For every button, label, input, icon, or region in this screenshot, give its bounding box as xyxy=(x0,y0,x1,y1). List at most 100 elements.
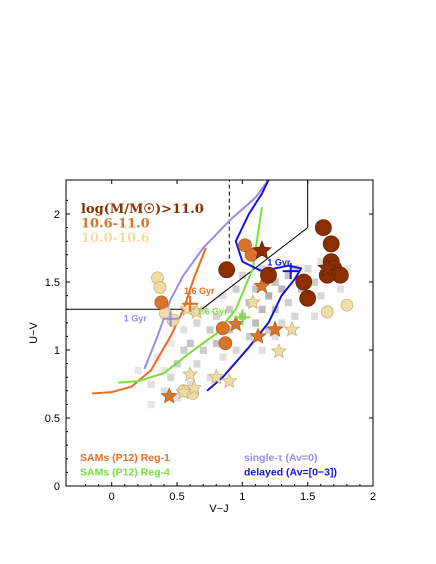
heatmap-cell xyxy=(271,333,279,341)
galaxy-star-low xyxy=(270,342,288,359)
age-label-2: 1 Gyr xyxy=(124,313,148,323)
heatmap-cell xyxy=(271,278,279,286)
heatmap-cell xyxy=(219,353,227,361)
heatmap-cell xyxy=(173,394,181,402)
track-line-1 xyxy=(118,207,263,384)
galaxy-star-low xyxy=(185,379,203,395)
legend-right-1: delayed (Av=[0−3]) xyxy=(244,467,337,479)
heatmap-cell xyxy=(258,346,266,354)
heatmap-cell xyxy=(258,265,266,273)
y-tick-label: 2 xyxy=(54,209,60,221)
galaxy-star-low xyxy=(179,300,196,317)
galaxy-point-high xyxy=(314,219,332,237)
mass-legend-1: 10.6-11.0 xyxy=(81,217,150,232)
legend-right-0: single-τ (Av=0) xyxy=(244,452,317,464)
heatmap-cell xyxy=(160,367,168,375)
galaxy-star-low xyxy=(283,321,301,337)
x-tick-label: 2 xyxy=(370,491,376,503)
age-label-3: 1 Gyr xyxy=(267,258,291,268)
x-tick-label: 0 xyxy=(109,491,115,503)
age-label-1: 1.6 Gyr xyxy=(197,307,228,317)
heatmap-cell xyxy=(206,373,214,382)
galaxy-star-low xyxy=(175,383,192,400)
galaxy-star-high xyxy=(251,240,272,260)
galaxy-point-low xyxy=(340,298,354,312)
track-line-0 xyxy=(92,247,207,395)
heatmap-cell xyxy=(186,339,194,348)
heatmap-cell xyxy=(226,326,234,334)
galaxy-point-high xyxy=(322,235,340,253)
galaxy-point-high xyxy=(260,266,277,284)
age-annotations: 1.6 Gyr 1.6 Gyr 1 Gyr 1 Gyr xyxy=(124,258,291,324)
heatmap-cell xyxy=(160,387,168,395)
heatmap-cell xyxy=(212,339,220,348)
heatmap-cell xyxy=(310,278,318,286)
galaxy-point-low xyxy=(320,305,334,319)
heatmap-cell xyxy=(206,326,214,334)
galaxy-point-mid xyxy=(218,336,233,351)
galaxy-star-low xyxy=(181,365,199,382)
heatmap-cell xyxy=(232,346,240,354)
heatmap-cell xyxy=(147,401,155,409)
galaxy-star-high xyxy=(317,257,338,277)
galaxy-point-high xyxy=(299,289,317,307)
heatmap-cell xyxy=(343,265,351,273)
heatmap-cell xyxy=(252,285,260,293)
heatmap-cell xyxy=(212,312,220,320)
y-tick-label: 0 xyxy=(54,481,60,493)
galaxy-points xyxy=(151,219,354,404)
heatmap-cell xyxy=(226,305,234,314)
galaxy-point-low xyxy=(153,281,167,294)
y-tick-label: 1 xyxy=(54,345,60,357)
heatmap-cell xyxy=(284,299,292,307)
heatmap-cell xyxy=(167,339,175,348)
x-tick-label: 1 xyxy=(239,491,245,503)
density-heatmap xyxy=(134,258,351,409)
heatmap-cell xyxy=(180,346,188,354)
x-tick-label: 1.5 xyxy=(300,491,315,503)
track-line-2 xyxy=(143,180,270,370)
axes: 0 0.5 1 1.5 2 0 0.5 1 1.5 2 xyxy=(45,180,376,503)
age-label-0: 1.6 Gyr xyxy=(184,286,215,296)
heatmap-cell xyxy=(167,373,175,382)
heatmap-cell xyxy=(193,360,201,368)
heatmap-cell xyxy=(304,265,312,273)
x-axis-label: V−J xyxy=(209,503,228,515)
galaxy-star-low xyxy=(244,293,261,310)
heatmap-cell xyxy=(219,292,227,300)
legend-left-1: SAMs (P12) Reg-4 xyxy=(80,467,170,479)
galaxy-star-low xyxy=(221,372,238,389)
galaxy-star-mid xyxy=(249,327,267,344)
plot-frame xyxy=(65,179,374,487)
heatmap-cell xyxy=(180,326,188,334)
galaxy-star-mid xyxy=(160,387,178,404)
heatmap-cell xyxy=(193,319,201,327)
x-tick-label: 0.5 xyxy=(169,491,184,503)
heatmap-cell xyxy=(245,333,253,341)
heatmap-cell xyxy=(258,305,266,314)
mass-legend-2: 10.0-10.6 xyxy=(81,231,150,246)
legend-left-0: SAMs (P12) Reg-1 xyxy=(80,452,170,464)
heatmap-cell xyxy=(265,326,273,334)
heatmap-cell xyxy=(134,367,142,375)
heatmap-cell xyxy=(239,271,247,280)
heatmap-cell xyxy=(278,285,286,293)
galaxy-point-high xyxy=(295,273,313,291)
galaxy-point-mid xyxy=(154,295,169,310)
heatmap-cell xyxy=(291,312,299,320)
age-markers xyxy=(162,263,299,327)
track-line-3 xyxy=(206,180,303,392)
galaxy-point-mid xyxy=(215,321,230,336)
y-axis-label: U−V xyxy=(28,321,40,343)
y-tick-label: 0.5 xyxy=(45,413,60,425)
model-tracks xyxy=(92,180,303,395)
heatmap-cell xyxy=(284,271,292,280)
heatmap-cell xyxy=(310,312,318,320)
heatmap-cell xyxy=(252,319,260,327)
legend: log(M/M☉)>11.010.6-11.010.0-10.6 SAMs (P1… xyxy=(80,202,337,479)
galaxy-point-low xyxy=(166,313,180,327)
heatmap-cell xyxy=(278,319,286,327)
galaxy-point-high xyxy=(218,261,236,279)
heatmap-cell xyxy=(291,265,299,273)
